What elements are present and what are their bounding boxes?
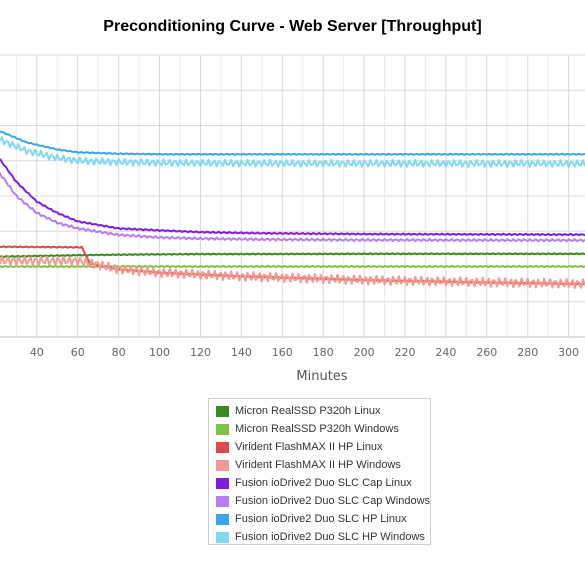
series-line-7 [0,130,585,156]
legend-item[interactable]: Micron RealSSD P320h Windows [216,420,430,438]
legend-label: Micron RealSSD P320h Windows [235,423,399,435]
x-tick-label: 100 [149,346,170,359]
legend-swatch [216,441,229,453]
legend-swatch [216,477,229,489]
x-tick-label: 140 [231,346,252,359]
x-tick-label: 260 [476,346,497,359]
legend: Micron RealSSD P320h Linux Micron RealSSD… [208,398,431,545]
legend-item[interactable]: Fusion ioDrive2 Duo SLC HP Linux [216,510,430,528]
legend-item[interactable]: Fusion ioDrive2 Duo SLC Cap Windows [216,492,430,510]
legend-swatch [216,531,229,543]
legend-label: Virident FlashMAX II HP Windows [235,459,401,471]
legend-swatch [216,405,229,417]
legend-swatch [216,459,229,471]
legend-item[interactable]: Fusion ioDrive2 Duo SLC HP Windows [216,528,430,546]
x-tick-label: 300 [558,346,579,359]
legend-swatch [216,495,229,507]
x-tick-label: 240 [435,346,456,359]
legend-swatch [216,423,229,435]
x-tick-label: 280 [517,346,538,359]
series-lines [0,130,585,289]
legend-item[interactable]: Virident FlashMAX II HP Linux [216,438,430,456]
x-tick-label: 180 [313,346,334,359]
x-tick-label: 160 [272,346,293,359]
legend-label: Fusion ioDrive2 Duo SLC HP Linux [235,513,407,525]
series-line-5 [0,158,585,237]
x-tick-label: 200 [354,346,375,359]
x-tick-label: 40 [30,346,44,359]
legend-item[interactable]: Virident FlashMAX II HP Windows [216,456,430,474]
x-tick-label: 120 [190,346,211,359]
legend-item[interactable]: Micron RealSSD P320h Linux [216,402,430,420]
chart-title: Preconditioning Curve - Web Server [Thro… [103,18,482,35]
series-line-1 [0,252,585,259]
series-line-2 [0,264,585,269]
x-tick-label: 220 [395,346,416,359]
legend-label: Fusion ioDrive2 Duo SLC HP Windows [235,531,425,543]
x-tick-labels: 40 60 80 100 120 140 160 180 200 220 240 260 280 300 [30,346,579,359]
x-axis-label: Minutes [296,369,348,384]
legend-label: Virident FlashMAX II HP Linux [235,441,383,453]
x-tick-label: 60 [71,346,85,359]
legend-label: Fusion ioDrive2 Duo SLC Cap Windows [235,495,431,507]
legend-swatch [216,513,229,525]
legend-label: Fusion ioDrive2 Duo SLC Cap Linux [235,477,412,489]
gridlines [0,54,585,338]
x-tick-label: 80 [112,346,126,359]
series-line-4 [0,255,585,289]
series-line-8 [0,136,585,168]
legend-item[interactable]: Fusion ioDrive2 Duo SLC Cap Linux [216,474,430,492]
series-line-6 [0,172,585,243]
legend-label: Micron RealSSD P320h Linux [235,405,381,417]
